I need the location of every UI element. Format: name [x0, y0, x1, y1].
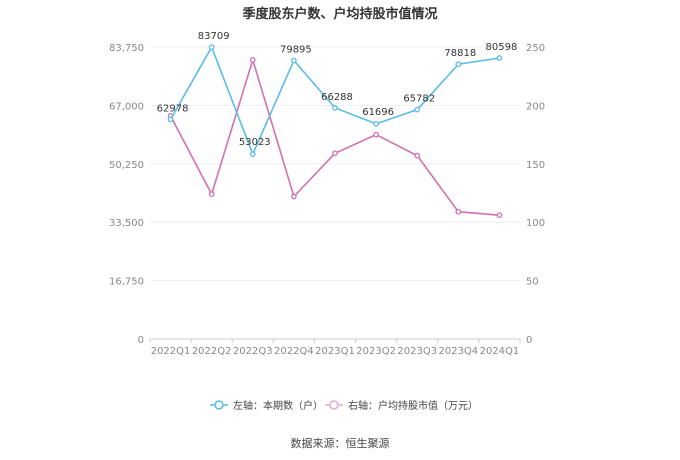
legend-marker — [329, 400, 339, 410]
data-label: 61696 — [362, 107, 394, 118]
data-point — [414, 152, 421, 159]
right-tick-label: 200 — [526, 101, 545, 112]
data-point — [373, 131, 379, 138]
legend-entry: 右轴：户均持股市值（万元） — [348, 399, 478, 412]
data-point — [249, 56, 256, 63]
x-tick-label: 2023Q4 — [438, 346, 478, 357]
data-point — [332, 150, 338, 157]
right-tick-label: 150 — [526, 160, 545, 171]
left-axis: 0 16,750 33,500 50,250 67,000 83,750 — [109, 43, 144, 346]
data-point — [167, 116, 174, 123]
chart-title: 季度股东户数、户均持股市值情况 — [241, 6, 437, 22]
data-point — [208, 44, 215, 50]
data-point — [414, 106, 421, 113]
x-tick-label: 2023Q2 — [356, 346, 396, 357]
right-tick-label: 100 — [526, 218, 545, 229]
data-label: 53023 — [239, 137, 271, 148]
right-tick-label: 50 — [526, 277, 539, 288]
left-tick-label: 50,250 — [109, 160, 144, 171]
right-tick-label: 250 — [526, 43, 545, 54]
right-axis: 0 50 100 150 200 250 — [526, 43, 545, 346]
x-tick-label: 2022Q1 — [151, 346, 191, 357]
x-tick-label: 2024Q1 — [480, 346, 520, 357]
legend[interactable]: 左轴：本期数（户） 右轴：户均持股市值（万元） — [210, 399, 478, 412]
left-tick-label: 67,000 — [109, 101, 144, 112]
data-point — [496, 212, 503, 219]
data-label: 83709 — [198, 31, 230, 42]
data-label: 80598 — [486, 42, 518, 53]
x-tick-label: 2022Q4 — [274, 346, 314, 357]
data-label: 78818 — [444, 48, 476, 59]
data-label: 79895 — [280, 44, 312, 55]
grid — [150, 46, 520, 340]
source-note: 数据来源：恒生聚源 — [291, 436, 390, 450]
data-point — [208, 191, 215, 198]
left-tick-label: 0 — [138, 335, 144, 346]
x-tick-label: 2022Q2 — [192, 346, 232, 357]
x-axis: 2022Q1 2022Q2 2022Q3 2022Q4 2023Q1 2023Q2 2023… — [149, 339, 521, 357]
left-tick-label: 33,500 — [109, 218, 144, 229]
legend-marker — [214, 400, 224, 410]
data-label: 62978 — [157, 103, 189, 114]
data-point — [455, 208, 462, 215]
left-tick-label: 83,750 — [109, 43, 144, 54]
series-line — [169, 57, 500, 216]
series-group: 62978 83709 53023 79895 66288 61696 65782 78818… — [157, 31, 518, 219]
data-point — [249, 151, 256, 157]
data-point — [496, 55, 503, 61]
data-point — [373, 121, 379, 127]
x-tick-label: 2023Q3 — [397, 346, 437, 357]
right-tick-label: 0 — [526, 335, 532, 346]
x-tick-label: 2023Q1 — [315, 346, 355, 357]
data-point — [291, 57, 297, 64]
data-label: 65782 — [403, 94, 435, 105]
legend-entry: 左轴：本期数（户） — [233, 399, 323, 412]
data-point — [291, 193, 297, 200]
x-tick-label: 2022Q3 — [233, 346, 273, 357]
left-tick-label: 16,750 — [109, 277, 144, 288]
data-point — [455, 61, 462, 68]
data-label: 66288 — [321, 92, 353, 103]
data-point — [332, 105, 338, 111]
